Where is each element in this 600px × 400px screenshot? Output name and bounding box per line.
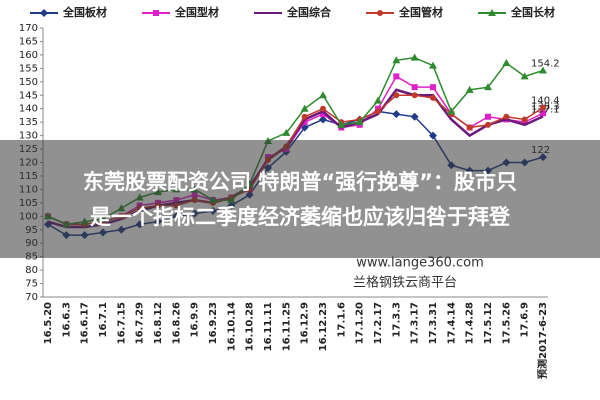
- x-tick-label: 17.5.12: [483, 302, 494, 344]
- x-tick-label: 16.10.14: [226, 302, 237, 351]
- y-tick-label: 135: [19, 117, 38, 128]
- point: [429, 61, 437, 69]
- point: [502, 58, 511, 66]
- x-tick-label: 17.1.20: [355, 302, 366, 344]
- x-tick-label: 16.5.20: [43, 302, 54, 344]
- x-tick-label: 17.3.17: [410, 302, 421, 344]
- point: [410, 53, 419, 61]
- x-tick-label: 16.11.11: [263, 302, 274, 351]
- point: [337, 120, 346, 128]
- point: [300, 104, 309, 112]
- x-tick-label: 16.8.12: [153, 302, 164, 344]
- legend-label: 全国综合: [286, 5, 332, 19]
- x-tick-label: 16.12.23: [318, 302, 329, 351]
- x-tick-label: 16.6.17: [80, 302, 91, 344]
- point: [393, 73, 400, 80]
- point: [540, 110, 546, 117]
- x-tick-label: 17.3.3: [391, 302, 402, 337]
- point: [319, 115, 327, 124]
- y-tick-label: 145: [19, 90, 38, 101]
- end-label: 140.4: [531, 96, 560, 107]
- point: [320, 105, 326, 112]
- y-tick-label: 170: [19, 23, 38, 34]
- end-label: 137.1: [531, 105, 560, 116]
- x-tick-label: 16.9.9: [190, 302, 201, 337]
- headline: 东莞股票配资公司 特朗普“强行挽尊”：股市只: [83, 170, 517, 194]
- point: [465, 85, 474, 93]
- x-tick-label: 16.11.25: [281, 302, 292, 351]
- x-tick-label: 16.10.28: [245, 302, 256, 351]
- x-tick-label: 16.7.29: [135, 302, 146, 344]
- legend-label: 全国管材: [398, 5, 443, 19]
- x-tick-label: 17.1.6: [336, 302, 347, 337]
- point: [393, 92, 400, 99]
- y-tick-label: 80: [25, 265, 38, 276]
- point: [430, 84, 436, 91]
- x-tick-label: 16.9.23: [208, 302, 219, 344]
- y-tick-label: 150: [19, 77, 38, 88]
- legend-marker: [153, 10, 159, 16]
- legend-marker: [40, 9, 48, 17]
- point: [375, 108, 381, 115]
- y-tick-label: 160: [19, 50, 38, 61]
- point: [466, 124, 473, 131]
- point: [484, 83, 492, 91]
- x-tick-label: 16.7.1: [98, 302, 109, 337]
- x-tick-label: 16.8.26: [171, 302, 182, 344]
- x-tick-label: 17.4.28: [465, 302, 476, 344]
- y-tick-label: 165: [19, 36, 38, 47]
- watermark: www.lange360.com: [356, 256, 484, 271]
- legend-label: 全国板材: [62, 5, 107, 19]
- point: [282, 128, 291, 136]
- point: [301, 119, 308, 126]
- end-label: 154.2: [531, 59, 560, 70]
- x-tick-label: 16.6.3: [61, 302, 72, 337]
- x-tick-label: 17.2.17: [373, 302, 384, 344]
- point: [485, 113, 491, 120]
- x-tick-label: 预测2017-6-23: [536, 302, 549, 379]
- point: [355, 118, 364, 126]
- x-tick-label: 17.5.26: [501, 302, 512, 344]
- point: [392, 110, 401, 119]
- point: [539, 66, 547, 74]
- point: [319, 91, 327, 99]
- point: [485, 121, 491, 128]
- point: [540, 104, 546, 111]
- headline: 是一个指标二季度经济萎缩也应该归咎于拜登: [90, 205, 511, 229]
- point: [374, 96, 382, 104]
- point: [411, 92, 418, 99]
- point: [429, 131, 437, 140]
- point: [411, 84, 418, 91]
- x-tick-label: 17.6.9: [520, 302, 531, 337]
- watermark: 兰格钢铁云商平台: [353, 275, 457, 291]
- point: [392, 56, 401, 64]
- y-tick-label: 140: [19, 104, 38, 115]
- x-tick-label: 16.7.15: [116, 302, 127, 344]
- legend-marker: [488, 9, 496, 16]
- legend-label: 全国型材: [174, 5, 219, 19]
- point: [503, 113, 510, 120]
- point: [410, 112, 419, 121]
- y-tick-label: 130: [19, 131, 38, 142]
- legend-marker: [377, 10, 383, 16]
- legend-label: 全国长材: [510, 5, 555, 19]
- point: [447, 107, 456, 115]
- y-tick-label: 155: [19, 63, 38, 74]
- x-tick-label: 17.3.31: [428, 302, 439, 344]
- point: [320, 111, 326, 118]
- point: [521, 116, 528, 123]
- headline-band: [0, 140, 600, 258]
- point: [301, 113, 308, 120]
- x-tick-label: 16.12.9: [300, 302, 311, 344]
- point: [520, 72, 529, 80]
- x-tick-label: 17.4.14: [446, 302, 457, 344]
- y-tick-label: 75: [25, 279, 38, 290]
- y-tick-label: 70: [25, 292, 38, 303]
- point: [430, 94, 436, 101]
